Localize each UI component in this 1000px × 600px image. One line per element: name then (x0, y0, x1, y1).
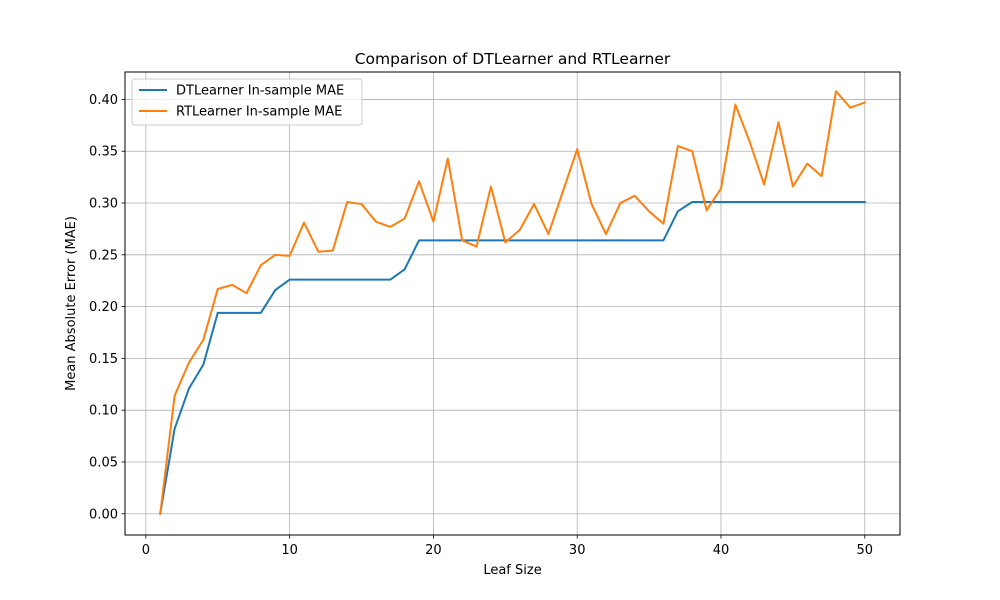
y-tick-label: 0.35 (89, 145, 118, 160)
series-line-rtlearner (159, 90, 867, 515)
chart-title: Comparison of DTLearner and RTLearner (355, 50, 671, 68)
plot-frame (124, 71, 901, 536)
series-lines (159, 90, 867, 515)
x-tick-label: 30 (569, 543, 586, 558)
x-tick-label: 20 (425, 543, 442, 558)
x-tick-label: 50 (856, 543, 873, 558)
x-tick-label: 10 (281, 543, 298, 558)
legend-label-dtlearner: DTLearner In-sample MAE (176, 84, 344, 99)
y-axis-label: Mean Absolute Error (MAE) (64, 216, 79, 391)
y-tick-label: 0.20 (89, 300, 118, 315)
y-tick-label: 0.15 (89, 352, 118, 367)
y-tick-label: 0.30 (89, 197, 118, 212)
y-tick-label: 0.40 (89, 93, 118, 108)
y-tick-label: 0.00 (89, 507, 118, 522)
x-tick-label: 0 (142, 543, 150, 558)
y-tick-label: 0.25 (89, 248, 118, 263)
y-tick-label: 0.05 (89, 455, 118, 470)
legend-box (131, 78, 363, 126)
x-axis-label: Leaf Size (483, 563, 541, 578)
series-line-dtlearner (159, 200, 866, 515)
grid-lines (125, 72, 900, 535)
axis-ticks: 0 10 20 30 40 50 0.00 0.05 0.10 0.15 0.20 0.25 0.30 0… (89, 93, 873, 558)
x-tick-label: 40 (713, 543, 730, 558)
legend-label-rtlearner: RTLearner In-sample MAE (176, 105, 342, 120)
legend: DTLearner In-sample MAE RTLearner In-sam… (131, 78, 363, 126)
y-tick-label: 0.10 (89, 404, 118, 419)
